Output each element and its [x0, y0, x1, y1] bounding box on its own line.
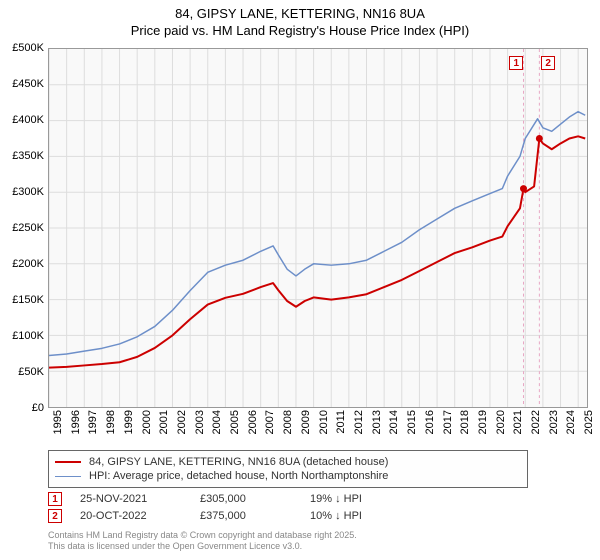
y-tick-label: £250K: [12, 222, 44, 234]
chart-title: 84, GIPSY LANE, KETTERING, NN16 8UA Pric…: [0, 0, 600, 40]
x-tick-label: 2000: [141, 410, 153, 434]
y-tick-label: £350K: [12, 150, 44, 162]
y-tick-label: £200K: [12, 258, 44, 270]
sale-hpi-diff: 19% ↓ HPI: [310, 493, 420, 505]
y-tick-label: £150K: [12, 294, 44, 306]
legend-label: HPI: Average price, detached house, Nort…: [89, 470, 388, 482]
title-line2: Price paid vs. HM Land Registry's House …: [0, 23, 600, 40]
x-tick-label: 2006: [247, 410, 259, 434]
x-tick-label: 2023: [548, 410, 560, 434]
sale-hpi-diff: 10% ↓ HPI: [310, 510, 420, 522]
x-tick-label: 2004: [211, 410, 223, 434]
x-tick-label: 2001: [158, 410, 170, 434]
x-tick-label: 2021: [512, 410, 524, 434]
y-tick-label: £0: [32, 402, 44, 414]
sale-price: £375,000: [200, 510, 310, 522]
footer-attribution: Contains HM Land Registry data © Crown c…: [48, 530, 357, 552]
x-tick-label: 1999: [123, 410, 135, 434]
x-tick-label: 2019: [477, 410, 489, 434]
legend: 84, GIPSY LANE, KETTERING, NN16 8UA (det…: [48, 450, 528, 488]
legend-label: 84, GIPSY LANE, KETTERING, NN16 8UA (det…: [89, 456, 388, 468]
x-tick-label: 2010: [318, 410, 330, 434]
sales-row: 2 20-OCT-2022£375,00010% ↓ HPI: [48, 509, 420, 523]
legend-item: 84, GIPSY LANE, KETTERING, NN16 8UA (det…: [55, 455, 521, 469]
x-tick-label: 1997: [87, 410, 99, 434]
sales-table: 1 25-NOV-2021£305,00019% ↓ HPI 2 20-OCT-202…: [48, 492, 420, 526]
x-tick-label: 2020: [495, 410, 507, 434]
x-tick-label: 2008: [282, 410, 294, 434]
y-tick-label: £450K: [12, 78, 44, 90]
sale-price: £305,000: [200, 493, 310, 505]
x-tick-label: 2025: [583, 410, 595, 434]
y-tick-label: £50K: [18, 366, 44, 378]
x-tick-label: 2012: [353, 410, 365, 434]
sale-key-marker: 1: [48, 492, 62, 506]
footer-line2: This data is licensed under the Open Gov…: [48, 541, 357, 552]
x-tick-label: 2009: [300, 410, 312, 434]
sales-row: 1 25-NOV-2021£305,00019% ↓ HPI: [48, 492, 420, 506]
x-tick-label: 1998: [105, 410, 117, 434]
x-tick-label: 2024: [565, 410, 577, 434]
sale-marker-1: 1: [509, 56, 523, 70]
legend-swatch: [55, 461, 81, 463]
sale-key-marker: 2: [48, 509, 62, 523]
x-tick-label: 2011: [335, 410, 347, 434]
sale-date: 25-NOV-2021: [80, 493, 200, 505]
x-tick-label: 2015: [406, 410, 418, 434]
x-tick-label: 2018: [459, 410, 471, 434]
y-tick-label: £500K: [12, 42, 44, 54]
y-tick-label: £300K: [12, 186, 44, 198]
x-tick-label: 2013: [371, 410, 383, 434]
x-tick-label: 2007: [264, 410, 276, 434]
title-line1: 84, GIPSY LANE, KETTERING, NN16 8UA: [0, 6, 600, 23]
x-tick-label: 2003: [194, 410, 206, 434]
footer-line1: Contains HM Land Registry data © Crown c…: [48, 530, 357, 541]
legend-swatch: [55, 476, 81, 477]
x-tick-label: 2014: [388, 410, 400, 434]
chart-plot-area: [48, 48, 588, 408]
x-tick-label: 2016: [424, 410, 436, 434]
y-tick-label: £400K: [12, 114, 44, 126]
legend-item: HPI: Average price, detached house, Nort…: [55, 469, 521, 483]
sale-marker-2: 2: [541, 56, 555, 70]
x-tick-label: 1995: [52, 410, 64, 434]
sale-date: 20-OCT-2022: [80, 510, 200, 522]
chart-svg: [49, 49, 587, 407]
x-tick-label: 2017: [442, 410, 454, 434]
x-tick-label: 1996: [70, 410, 82, 434]
x-tick-label: 2005: [229, 410, 241, 434]
x-tick-label: 2022: [530, 410, 542, 434]
y-tick-label: £100K: [12, 330, 44, 342]
x-tick-label: 2002: [176, 410, 188, 434]
